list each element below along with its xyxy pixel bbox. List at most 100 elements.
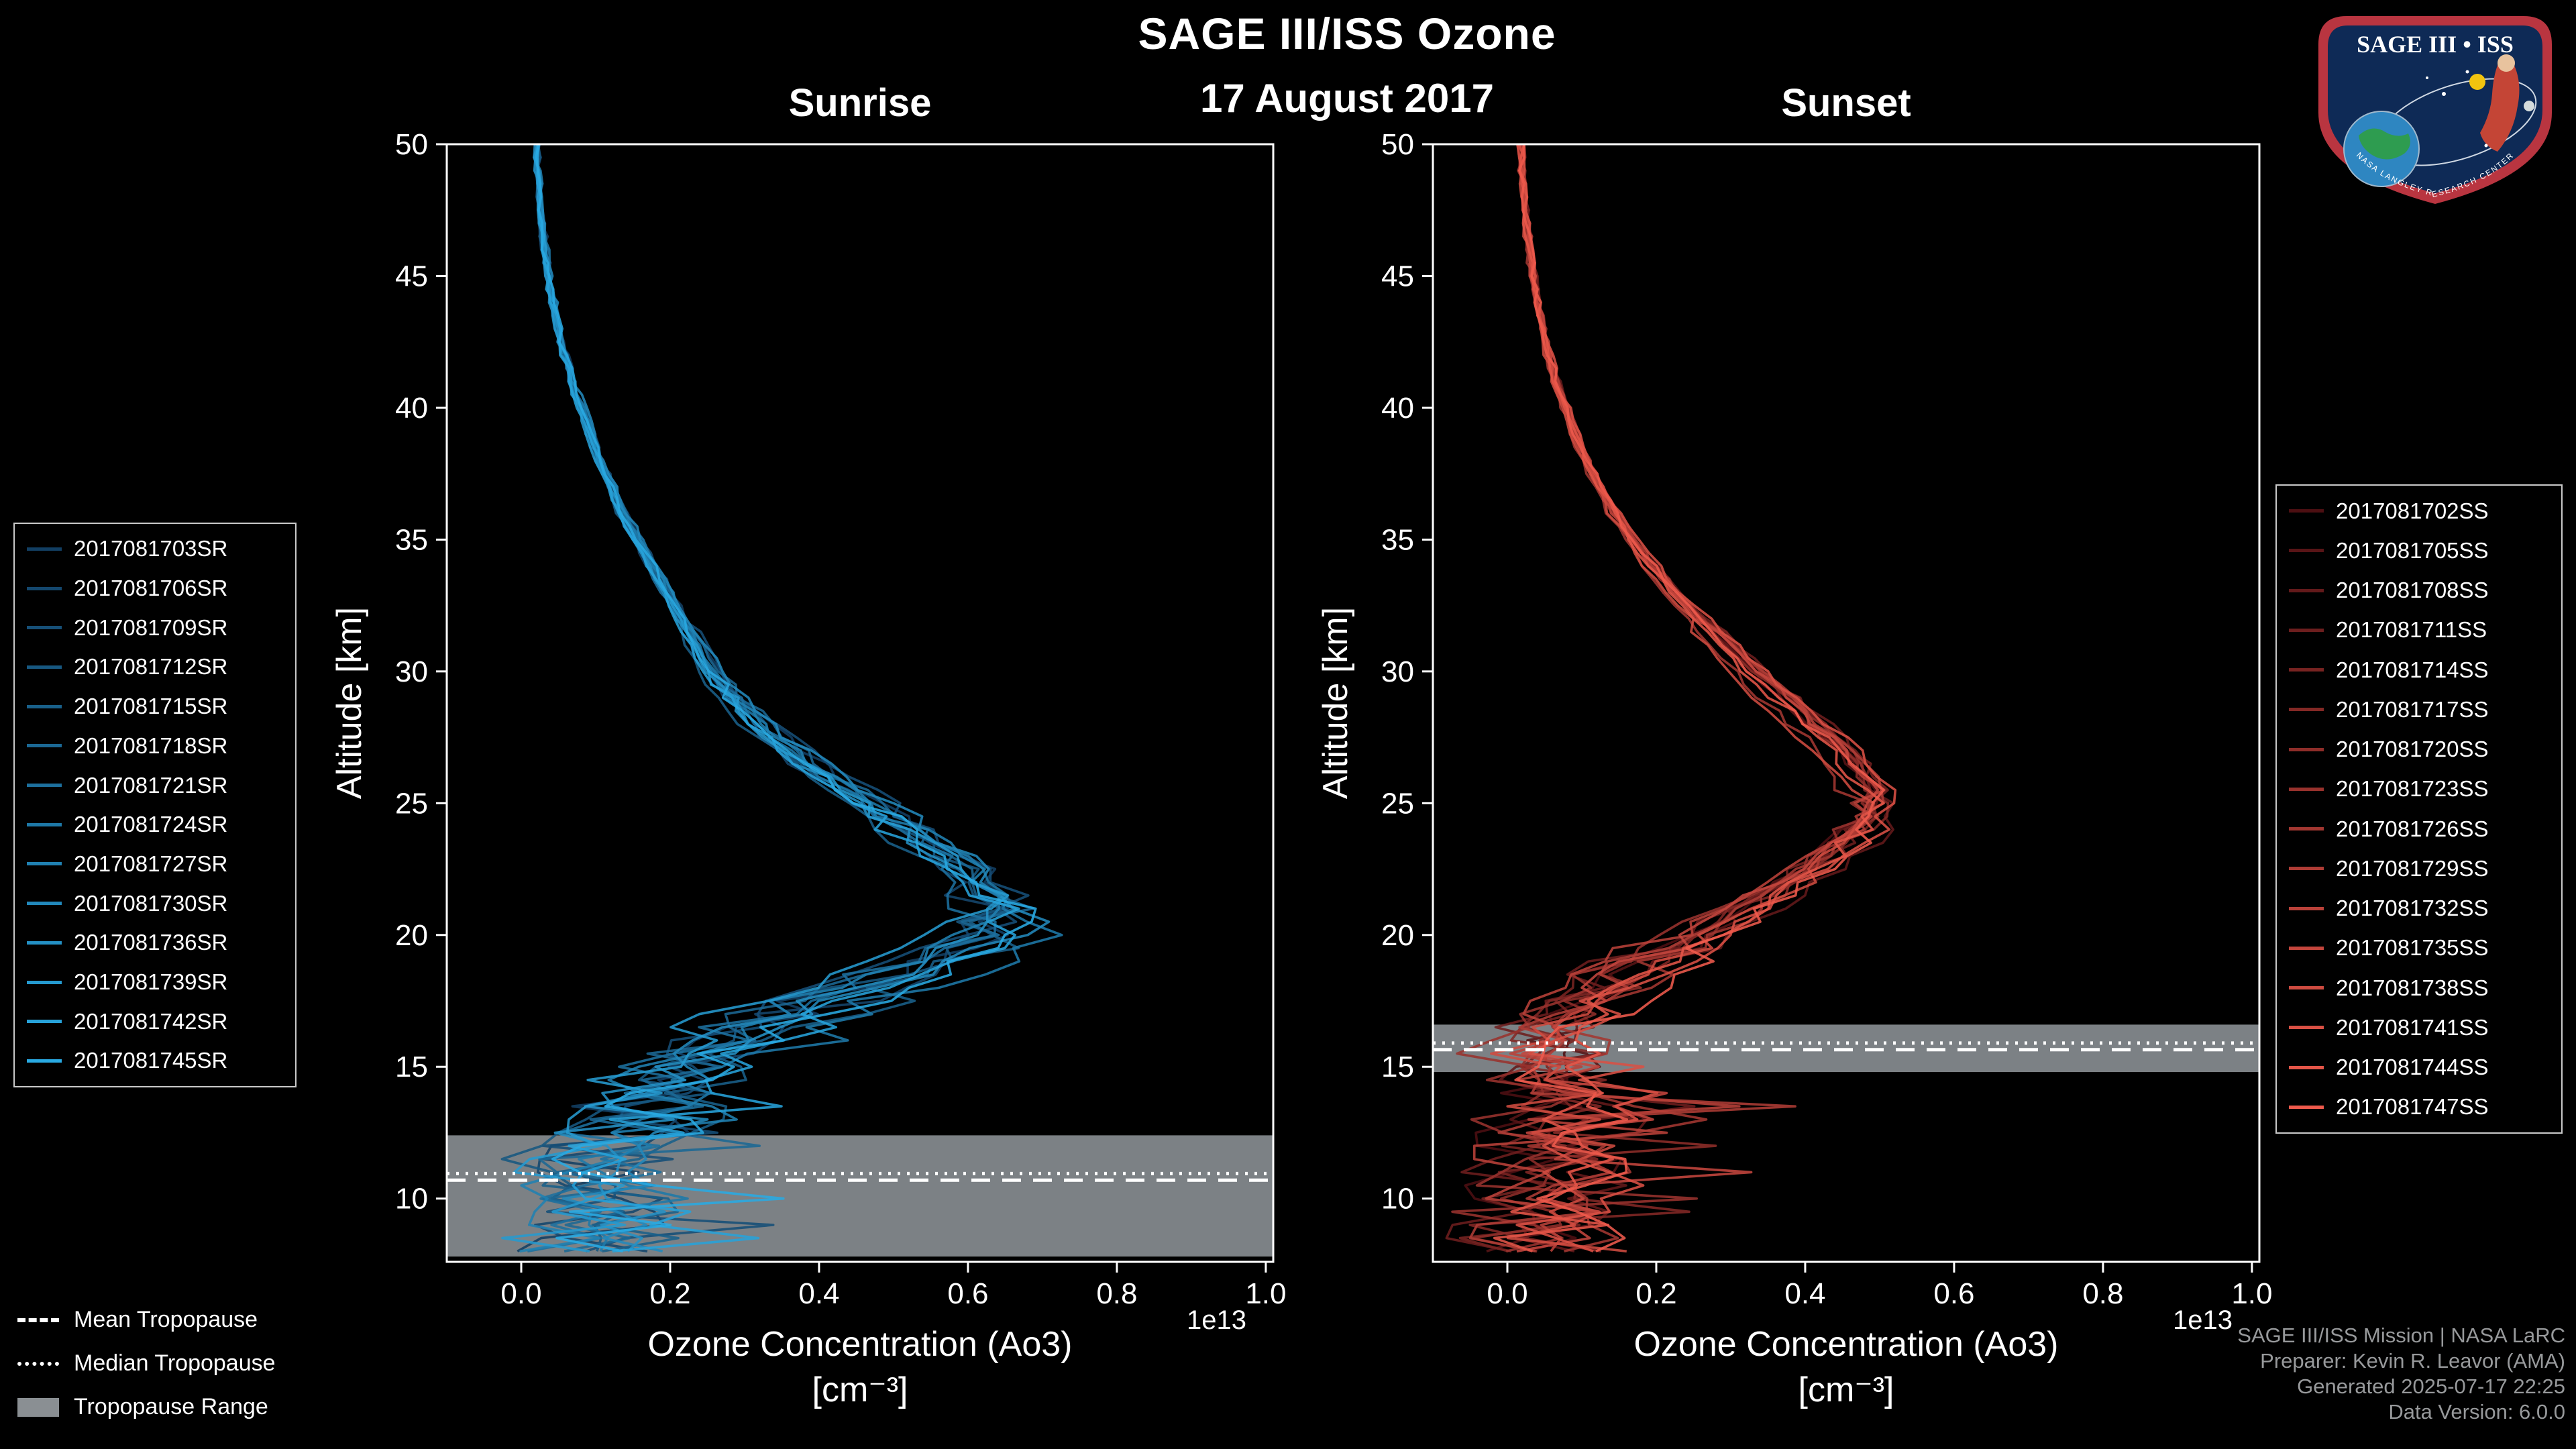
series-line	[500, 144, 1002, 1252]
x-tick-label: 0.0	[1487, 1277, 1527, 1310]
figure-title: SAGE III/ISS Ozone	[1138, 9, 1556, 58]
y-axis-label: Altitude [km]	[330, 607, 369, 799]
series-line	[517, 144, 1016, 1252]
legend-label: 2017081714SS	[2336, 657, 2489, 682]
x-axis-offset-label: 1e13	[2173, 1305, 2233, 1335]
credit-mission: SAGE III/ISS Mission | NASA LaRC	[2237, 1324, 2565, 1347]
legend-label: 2017081736SR	[74, 930, 228, 955]
legend-label: 2017081744SS	[2336, 1055, 2489, 1080]
legend-item: 2017081705SS	[2281, 538, 2557, 564]
legend-item: 2017081745SR	[19, 1048, 291, 1073]
y-tick-label: 15	[395, 1051, 428, 1083]
tropopause-range-label: Tropopause Range	[74, 1394, 268, 1419]
series-line	[536, 144, 1020, 1253]
mean-tropopause-legend-item: Mean Tropopause	[17, 1307, 276, 1333]
legend-label: 2017081723SS	[2336, 776, 2489, 802]
series-line	[535, 144, 1037, 1253]
dotted-line-swatch	[17, 1361, 59, 1366]
series-line	[533, 144, 1020, 1253]
legend-line-swatch	[27, 1059, 62, 1063]
star-icon	[2484, 144, 2488, 148]
y-tick-label: 50	[395, 128, 428, 161]
legend-label: 2017081715SR	[74, 694, 228, 719]
legend-label: 2017081738SS	[2336, 975, 2489, 1000]
x-axis-label: Ozone Concentration (Ao3)	[1633, 1325, 2058, 1364]
earth-outline-icon	[2343, 111, 2420, 187]
legend-line-swatch	[2289, 986, 2324, 990]
legend-label: 2017081711SS	[2336, 617, 2487, 643]
legend-item: 2017081702SS	[2281, 498, 2557, 524]
legend-label: 2017081702SS	[2336, 498, 2489, 523]
y-tick-label: 50	[1381, 128, 1414, 161]
legend-item: 2017081735SS	[2281, 935, 2557, 961]
x-axis-offset-label: 1e13	[1187, 1305, 1246, 1335]
star-icon	[2465, 70, 2469, 74]
y-tick-label: 25	[395, 787, 428, 820]
series-group	[500, 144, 1063, 1253]
y-tick-label: 45	[1381, 260, 1414, 292]
legend-item: 2017081741SS	[2281, 1015, 2557, 1040]
series-group	[1445, 144, 1897, 1253]
legend-item: 2017081729SS	[2281, 856, 2557, 881]
legend-line-swatch	[2289, 668, 2324, 672]
legend-item: 2017081723SS	[2281, 776, 2557, 802]
series-line	[534, 144, 1034, 1253]
legend-line-swatch	[27, 626, 62, 630]
legend-line-swatch	[27, 704, 62, 708]
plot-frame	[1432, 143, 2261, 1263]
y-tick-label: 20	[395, 919, 428, 952]
x-tick-label: 0.4	[798, 1277, 839, 1310]
legend-line-swatch	[2289, 867, 2324, 871]
legend-item: 2017081739SR	[19, 969, 291, 995]
legend-label: 2017081712SR	[74, 654, 228, 680]
legend-line-swatch	[27, 980, 62, 984]
x-tick-label: 0.6	[1933, 1277, 1974, 1310]
sunset-series-legend: 2017081702SS 2017081705SS 2017081708SS 2017…	[2275, 484, 2563, 1134]
sunrise-series-legend: 2017081703SR 2017081706SR 2017081709SR 2017…	[13, 523, 297, 1087]
legend-line-swatch	[27, 941, 62, 945]
star-icon	[2426, 76, 2428, 79]
legend-label: 2017081724SR	[74, 812, 228, 837]
legend-line-swatch	[2289, 1065, 2324, 1069]
y-tick-label: 15	[1381, 1051, 1414, 1083]
legend-line-swatch	[2289, 708, 2324, 712]
earth-land-icon	[2359, 128, 2410, 160]
legend-item: 2017081714SS	[2281, 657, 2557, 683]
x-tick-label: 0.2	[1635, 1277, 1676, 1310]
legend-line-swatch	[27, 744, 62, 748]
sun-icon	[2469, 74, 2485, 90]
series-line	[533, 144, 1009, 1253]
legend-line-swatch	[27, 862, 62, 866]
legend-label: 2017081727SR	[74, 851, 228, 876]
legend-item: 2017081721SR	[19, 773, 291, 798]
legend-label: 2017081742SR	[74, 1008, 228, 1034]
legend-item: 2017081706SR	[19, 576, 291, 601]
x-tick-label: 0.4	[1784, 1277, 1825, 1310]
logo-title: SAGE III • ISS	[2357, 31, 2514, 58]
robed-figure-icon	[2480, 57, 2520, 152]
legend-label: 2017081729SS	[2336, 855, 2489, 881]
legend-item: 2017081738SS	[2281, 975, 2557, 1001]
legend-line-swatch	[2289, 906, 2324, 910]
legend-label: 2017081718SR	[74, 733, 228, 758]
legend-label: 2017081705SS	[2336, 537, 2489, 563]
sage-iii-iss-logo: SAGE III • ISS NASA LANGLEY RESEARCH CEN…	[2306, 8, 2564, 211]
legend-line-swatch	[27, 586, 62, 590]
star-icon	[2442, 92, 2446, 96]
series-line	[501, 144, 1010, 1253]
legend-label: 2017081745SR	[74, 1048, 228, 1073]
plot-frame	[445, 143, 1275, 1263]
legend-line-swatch	[2289, 588, 2324, 592]
y-tick-label: 30	[395, 655, 428, 688]
series-line	[535, 144, 1030, 1253]
y-axis-label: Altitude [km]	[1316, 607, 1355, 799]
legend-label: 2017081739SR	[74, 969, 228, 995]
legend-line-swatch	[27, 665, 62, 669]
x-tick-label: 0.0	[500, 1277, 541, 1310]
moon-icon	[2524, 101, 2534, 111]
series-line	[533, 144, 1006, 1252]
legend-line-swatch	[27, 1020, 62, 1024]
y-tick-label: 40	[395, 392, 428, 425]
legend-item: 2017081732SS	[2281, 896, 2557, 921]
